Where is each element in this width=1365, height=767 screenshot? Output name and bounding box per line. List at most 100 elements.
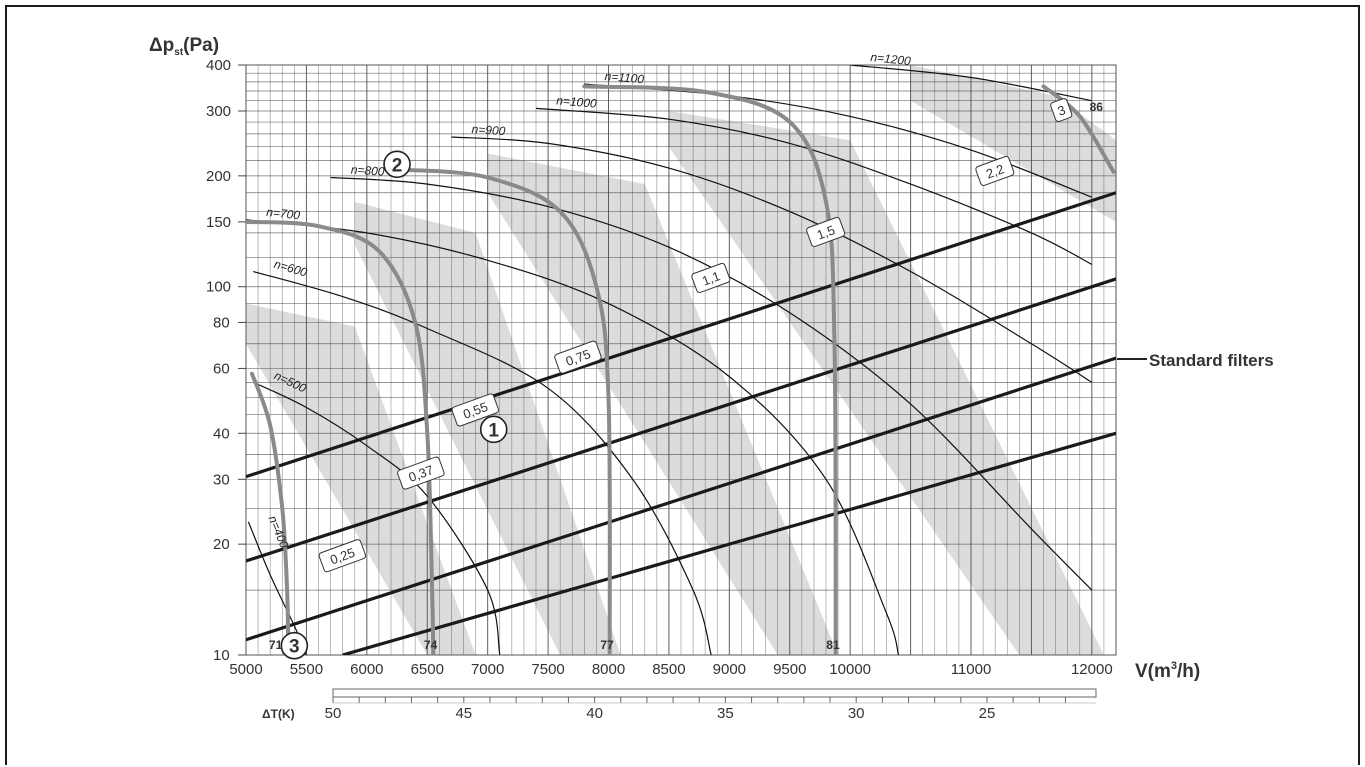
filter-line-1 [246, 191, 1116, 479]
motor-power-label: 1,5 [815, 222, 837, 242]
x-tick-label: 10000 [829, 661, 871, 678]
chart-frame: 10 20 30 40 60 80 100 150 200 300 400 5000 5500 6000 6… [5, 5, 1360, 765]
y-tick-label: 80 [213, 314, 230, 331]
fan-curve-label: n=600 [272, 257, 309, 280]
delta-t-label: ΔT(K) [262, 707, 295, 721]
filter-line-2 [246, 277, 1116, 563]
fan-curve-n-700 [246, 219, 900, 655]
efficiency-label: 86 [1090, 100, 1104, 114]
delta-t-scale: ΔT(K) 50 45 40 35 30 25 [262, 688, 1097, 722]
y-axis-symbol: Δp [149, 35, 174, 56]
circled-marker [479, 415, 508, 444]
x-axis-superscript: 3 [1171, 660, 1177, 672]
y-tick-label: 10 [213, 647, 230, 664]
motor-power-badge: 1,5 [806, 216, 846, 247]
envelope-area [246, 65, 851, 220]
fan-curve-label: n=700 [266, 205, 301, 223]
delta-t-tick-label: 40 [586, 705, 603, 722]
plot-border [245, 64, 1117, 656]
circled-marker-label: 2 [392, 155, 403, 176]
motor-power-badge: 0,75 [554, 340, 602, 374]
fan-curve-n-1000 [535, 107, 1093, 265]
fan-curve-n-600 [253, 270, 712, 655]
motor-power-badge: 2,2 [975, 155, 1015, 186]
y-axis-subscript: st [174, 47, 184, 58]
efficiency-curves [246, 84, 1116, 655]
efficiency-curve-81 [582, 84, 838, 655]
y-tick-label: 40 [213, 425, 230, 442]
x-tick-label: 6500 [411, 661, 444, 678]
circled-marker-label: 1 [488, 420, 499, 441]
delta-t-bar [332, 688, 1097, 698]
x-tick-label: 11000 [951, 661, 992, 678]
fan-curve-n-1200 [850, 65, 1092, 102]
fan-curve-n-900 [451, 136, 1093, 383]
y-tick-label: 60 [213, 360, 230, 377]
y-tick-label: 150 [206, 214, 231, 231]
x-tick-label: 8500 [652, 661, 685, 678]
axes: Δpst(Pa) V(m3/h) Standard filters [149, 35, 1274, 682]
y-tick-label: 300 [206, 103, 231, 120]
x-tick-label: 12000 [1071, 661, 1113, 678]
motor-power-box [451, 393, 500, 427]
x-tick-label: 8000 [592, 661, 625, 678]
x-tick-label: 5000 [229, 661, 262, 678]
x-tick-label: 7500 [531, 661, 564, 678]
y-tick-label: 400 [206, 57, 231, 74]
motor-power-box [1050, 98, 1073, 123]
circled-marker [280, 631, 309, 660]
fan-curve-label: n=1000 [556, 93, 598, 110]
y-tick-label: 20 [213, 536, 230, 553]
circled-marker [383, 150, 411, 179]
efficiency-band-3 [487, 153, 839, 655]
efficiency-band-5 [910, 65, 1116, 222]
motor-power-badge: 0,37 [397, 456, 445, 490]
filter-annotation: Standard filters [1149, 351, 1274, 370]
x-tick-label: 7000 [471, 661, 504, 678]
fan-curve-label: n=1200 [870, 50, 912, 68]
y-tick-label: 200 [206, 168, 231, 185]
motor-power-box [806, 216, 846, 247]
efficiency-curve-77 [401, 167, 612, 655]
y-tick-label: 100 [206, 279, 231, 296]
circled-marker-label: 3 [289, 637, 300, 658]
x-tick-label: 6000 [350, 661, 383, 678]
efficiency-curve-74 [246, 219, 436, 655]
motor-power-box [318, 539, 367, 573]
efficiency-curve-71 [250, 371, 291, 655]
motor-power-box [691, 262, 731, 293]
motor-power-badge: 0,55 [451, 393, 500, 427]
filter-line-4 [342, 431, 1116, 655]
delta-t-tick-label: 25 [979, 705, 996, 722]
motor-power-badge: 1,1 [691, 262, 731, 293]
motor-power-label: 1,1 [700, 268, 722, 288]
efficiency-label: 81 [826, 638, 840, 652]
x-tick-label: 5500 [290, 661, 323, 678]
filter-lines [246, 191, 1116, 655]
x-axis-symbol: V(m [1135, 661, 1171, 682]
x-tick-label: 9500 [773, 661, 806, 678]
chart-labels: 10 20 30 40 60 80 100 150 200 300 400 5000 5500 6000 6… [206, 50, 1113, 678]
efficiency-curve-86 [1041, 84, 1116, 174]
fan-curve-n-800 [330, 176, 1093, 591]
motor-power-box [397, 456, 445, 490]
motor-power-badge: 0,25 [318, 539, 367, 573]
efficiency-label: 77 [600, 638, 614, 652]
y-axis-title: Δpst(Pa) [149, 35, 219, 58]
efficiency-label: 74 [424, 638, 438, 652]
motor-power-badge: 3 [1050, 98, 1073, 123]
x-tick-label: 9000 [713, 661, 746, 678]
efficiency-label: 71 [269, 638, 283, 652]
x-axis-title: V(m3/h) [1135, 660, 1200, 682]
fan-curve-label: n=800 [350, 162, 385, 178]
fan-curve-label: n=400 [266, 514, 292, 551]
y-axis-unit: (Pa) [183, 35, 219, 56]
x-axis-unit: /h) [1177, 661, 1200, 682]
fan-curve-label: n=900 [471, 122, 506, 138]
filter-line-3 [246, 356, 1116, 642]
delta-t-tick-label: 30 [848, 705, 865, 722]
motor-power-box [554, 340, 602, 374]
motor-power-label: 3 [1055, 102, 1067, 119]
delta-t-tick-label: 50 [325, 705, 342, 722]
